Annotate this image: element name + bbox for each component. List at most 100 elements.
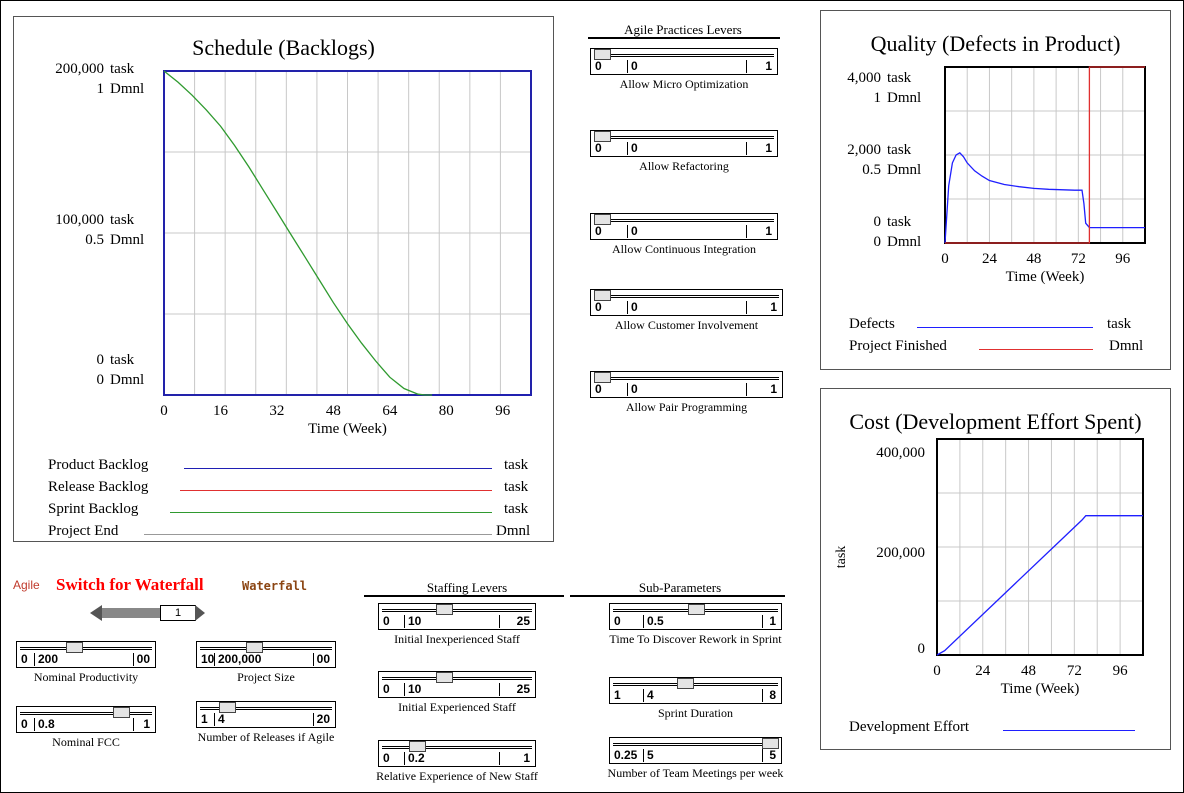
slider-current-value[interactable]: 10 (404, 615, 500, 628)
slider-track[interactable] (382, 609, 532, 612)
quality-series-defects (944, 151, 1145, 244)
slider-current-value[interactable]: 200 (34, 653, 134, 666)
slider-thumb[interactable] (408, 741, 426, 752)
slider-thumb[interactable] (677, 678, 695, 689)
slider-track[interactable] (594, 136, 774, 139)
slider-track[interactable] (594, 219, 774, 222)
slider-max-value: 1 (765, 59, 772, 73)
slider-max-value: 1 (765, 141, 772, 155)
quality-panel: Quality (Defects in Product) 4,000 task … (820, 10, 1171, 370)
quality-y-label-mid-unit: task (887, 142, 912, 158)
slider-track[interactable] (594, 377, 779, 380)
slider-time-to-discover-rework[interactable]: 0 0.5 1 (609, 603, 782, 630)
schedule-legend-name-1: Release Backlog (48, 479, 149, 495)
schedule-y-label-mid-unit2: Dmnl (110, 232, 145, 248)
slider-current-value[interactable]: 0 (627, 142, 747, 155)
slider-current-value[interactable]: 0.5 (643, 615, 763, 628)
slider-allow-customer-involvement[interactable]: 0 0 1 (590, 289, 783, 316)
slider-thumb[interactable] (112, 707, 130, 718)
slider-min-value: 0 (595, 382, 602, 396)
slider-current-value[interactable]: 0 (627, 301, 747, 314)
slider-thumb[interactable] (594, 49, 611, 60)
slider-thumb[interactable] (687, 604, 705, 615)
slider-current-value[interactable]: 5 (643, 749, 763, 762)
slider-current-value[interactable]: 200,000 (214, 653, 314, 666)
schedule-legend-unit-2: task (504, 501, 529, 517)
slider-allow-pair-programming[interactable]: 0 0 1 (590, 371, 783, 398)
slider-nominal-fcc[interactable]: 0 0.8 1 (16, 706, 156, 733)
slider-current-value[interactable]: 0 (627, 60, 747, 73)
cost-series-development-effort (936, 515, 1143, 656)
slider-current-value[interactable]: 0 (627, 225, 747, 238)
slider-track[interactable] (20, 647, 152, 650)
slider-track[interactable] (200, 707, 332, 710)
slider-thumb[interactable] (762, 738, 779, 749)
slider-allow-continuous-integration[interactable]: 0 0 1 (590, 213, 778, 240)
slider-min-value: 0 (383, 682, 390, 696)
slider-track[interactable] (594, 295, 779, 298)
switch-arrow-left-icon (90, 605, 102, 621)
slider-label: Allow Micro Optimization (619, 77, 749, 91)
schedule-panel: Schedule (Backlogs) 200,000 task 1 Dmnl … (13, 16, 554, 542)
slider-track[interactable] (200, 647, 332, 650)
switch-value: 1 (174, 607, 182, 619)
slider-max-value: 1 (769, 614, 776, 628)
slider-current-value[interactable]: 0 (627, 383, 747, 396)
schedule-legend-line-2 (170, 512, 492, 513)
schedule-y-label-top-unit: task (110, 61, 135, 77)
slider-min-value: 0 (21, 652, 28, 666)
agile-levers-title: Agile Practices Levers (624, 22, 742, 37)
quality-x-tick-label: 0 (941, 251, 949, 267)
schedule-x-tick-label: 80 (439, 403, 454, 419)
slider-track[interactable] (382, 677, 532, 680)
quality-x-axis-label: Time (Week) (1006, 269, 1085, 285)
slider-label: Project Size (237, 670, 295, 684)
slider-team-meetings-per-week[interactable]: 0.25 5 5 (609, 737, 782, 764)
slider-max-value: 20 (316, 712, 330, 726)
slider-relative-experience[interactable]: 0 0.2 1 (378, 740, 536, 767)
slider-thumb[interactable] (435, 604, 453, 615)
schedule-legend-unit-1: task (504, 479, 529, 495)
slider-thumb[interactable] (66, 642, 84, 653)
slider-thumb[interactable] (435, 672, 453, 683)
slider-label: Initial Experienced Staff (398, 700, 516, 714)
slider-track[interactable] (594, 54, 774, 57)
quality-series-project-finished (945, 66, 1145, 244)
slider-thumb[interactable] (594, 372, 611, 383)
slider-nominal-productivity[interactable]: 0 200 00 (16, 641, 156, 668)
slider-project-size[interactable]: 10 200,000 00 (196, 641, 336, 668)
quality-x-tick-label: 24 (982, 251, 998, 267)
schedule-y-label-bot-num2: 0 (96, 372, 105, 388)
slider-track[interactable] (382, 746, 532, 749)
slider-initial-inexperienced-staff[interactable]: 0 10 25 (378, 603, 536, 630)
slider-min-value: 0 (595, 300, 602, 314)
schedule-x-tick-label: 48 (326, 403, 341, 419)
slider-track[interactable] (20, 712, 152, 715)
slider-current-value[interactable]: 0.8 (34, 718, 134, 731)
slider-allow-micro-optimization[interactable]: 0 0 1 (590, 48, 778, 75)
slider-thumb[interactable] (594, 131, 611, 142)
cost-legend-name-0: Development Effort (849, 719, 970, 735)
slider-current-value[interactable]: 0.2 (404, 752, 500, 765)
slider-current-value[interactable]: 10 (404, 683, 500, 696)
slider-number-of-releases[interactable]: 1 4 20 (196, 701, 336, 728)
slider-min-value: 0 (595, 59, 602, 73)
slider-thumb[interactable] (246, 642, 264, 653)
slider-initial-experienced-staff[interactable]: 0 10 25 (378, 671, 536, 698)
slider-allow-refactoring[interactable]: 0 0 1 (590, 130, 778, 157)
slider-current-value[interactable]: 4 (214, 713, 314, 726)
waterfall-switch[interactable]: 1 (90, 605, 205, 621)
quality-legend-unit-1: Dmnl (1109, 338, 1144, 354)
quality-y-label-top-unit: task (887, 70, 912, 86)
slider-thumb[interactable] (594, 214, 611, 225)
slider-current-value[interactable]: 4 (643, 689, 763, 702)
slider-thumb[interactable] (594, 290, 611, 301)
slider-track[interactable] (613, 743, 778, 746)
slider-label: Allow Customer Involvement (614, 318, 759, 332)
slider-thumb[interactable] (218, 702, 236, 713)
slider-track[interactable] (613, 683, 778, 686)
schedule-chart: 0 16 32 48 64 80 96 Time (Week) (160, 70, 532, 437)
slider-label: Allow Continuous Integration (612, 242, 756, 256)
slider-min-value: 0 (595, 141, 602, 155)
